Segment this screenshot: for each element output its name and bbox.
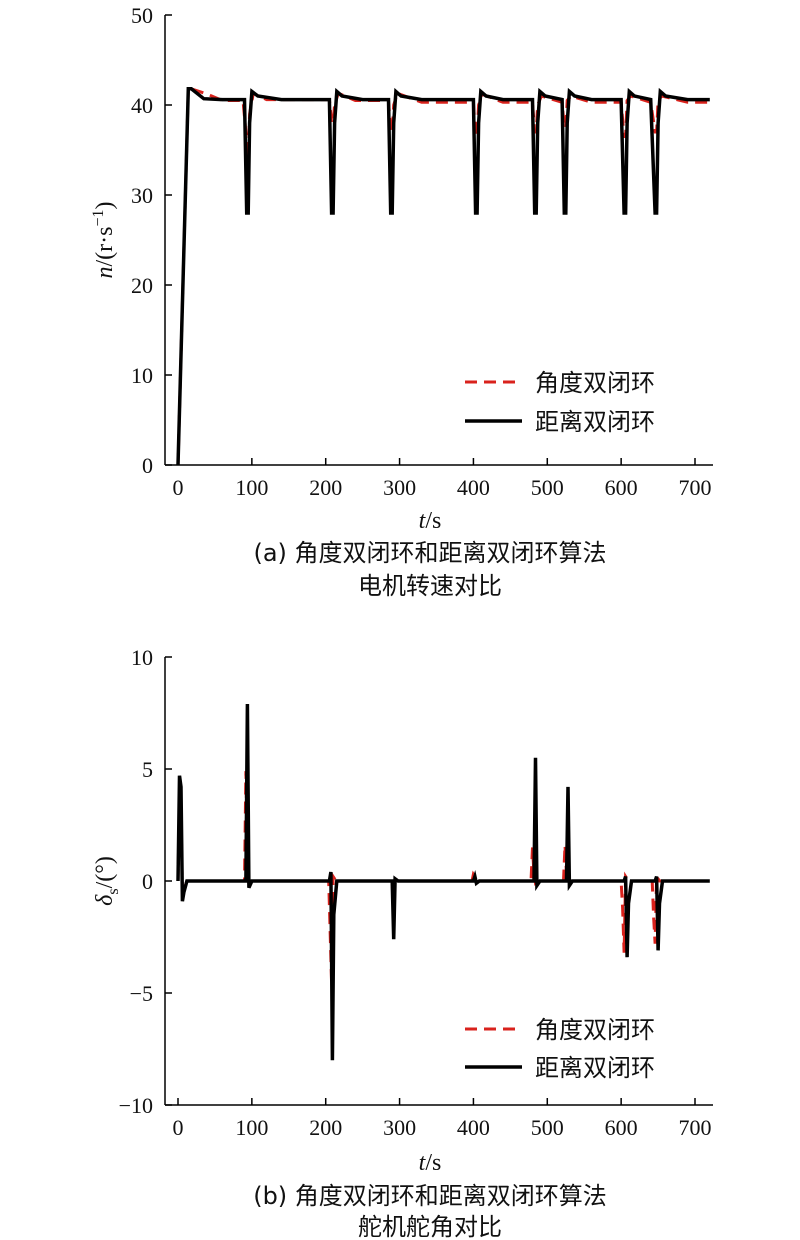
x-tick-label: 200 xyxy=(309,475,342,500)
y-tick-label: 10 xyxy=(131,645,153,670)
x-tick-label: 300 xyxy=(383,1115,416,1140)
y-ticks-b: −10 −5 0 5 10 xyxy=(119,645,172,1118)
caption-b-line1: (b) 角度双闭环和距离双闭环算法 xyxy=(253,1182,607,1210)
caption-b-line2: 舵机舵角对比 xyxy=(358,1213,502,1240)
x-axis-label-a: t/s xyxy=(419,508,442,534)
caption-a-line2: 电机转速对比 xyxy=(358,572,502,600)
x-tick-label: 400 xyxy=(457,1115,490,1140)
series-line-angle-b xyxy=(176,771,710,985)
x-tick-label: 200 xyxy=(309,1115,342,1140)
caption-a-line1: (a) 角度双闭环和距离双闭环算法 xyxy=(253,539,606,567)
series-line-distance-a xyxy=(176,87,710,466)
chart-panel-a: 0 100 200 300 400 500 600 700 0 10 20 30 40 50 t/s n… xyxy=(90,3,713,600)
x-tick-label: 400 xyxy=(457,475,490,500)
chart-panel-b: 0 100 200 300 400 500 600 700 −10 −5 0 5 10 t/s δs/… xyxy=(92,645,713,1240)
x-axis-label-b: t/s xyxy=(419,1150,442,1176)
y-tick-label: −10 xyxy=(119,1093,153,1118)
y-tick-label: 20 xyxy=(131,273,153,298)
x-tick-label: 700 xyxy=(679,1115,712,1140)
y-tick-label: 5 xyxy=(142,757,153,782)
x-tick-label: 100 xyxy=(235,1115,268,1140)
x-tick-label: 500 xyxy=(531,475,564,500)
legend-a: 角度双闭环 距离双闭环 xyxy=(465,369,655,436)
x-ticks-a: 0 100 200 300 400 500 600 700 xyxy=(173,458,712,500)
y-tick-label: 50 xyxy=(131,3,153,28)
y-tick-label: 10 xyxy=(131,363,153,388)
y-tick-label: 40 xyxy=(131,93,153,118)
series-line-distance-b xyxy=(176,703,710,1061)
x-tick-label: 500 xyxy=(531,1115,564,1140)
x-tick-label: 100 xyxy=(235,475,268,500)
y-ticks-a: 0 10 20 30 40 50 xyxy=(131,3,172,478)
x-tick-label: 600 xyxy=(605,475,638,500)
x-ticks-b: 0 100 200 300 400 500 600 700 xyxy=(173,1098,712,1140)
x-tick-label: 0 xyxy=(173,1115,184,1140)
y-axis-label-b: δs/(°) xyxy=(92,856,122,906)
y-tick-label: 0 xyxy=(142,453,153,478)
x-tick-label: 700 xyxy=(679,475,712,500)
x-tick-label: 600 xyxy=(605,1115,638,1140)
legend-b: 角度双闭环 距离双闭环 xyxy=(465,1016,655,1082)
plot-area-b xyxy=(176,703,710,1061)
legend-label-angle-b: 角度双闭环 xyxy=(535,1016,655,1044)
legend-label-angle-a: 角度双闭环 xyxy=(535,369,655,397)
legend-label-distance-a: 距离双闭环 xyxy=(535,408,655,436)
y-tick-label: 0 xyxy=(142,869,153,894)
x-tick-label: 0 xyxy=(173,475,184,500)
x-tick-label: 300 xyxy=(383,475,416,500)
legend-label-distance-b: 距离双闭环 xyxy=(535,1054,655,1082)
y-axis-label-a: n/(r·s−1) xyxy=(90,201,118,278)
axes-a xyxy=(164,15,713,466)
y-tick-label: 30 xyxy=(131,183,153,208)
plot-area-a xyxy=(176,87,710,466)
y-tick-label: −5 xyxy=(130,981,153,1006)
